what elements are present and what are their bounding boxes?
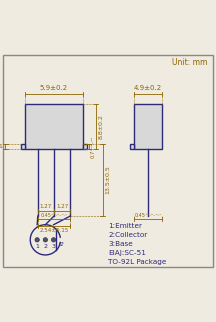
Text: 0.7±0.1: 0.7±0.1	[0, 144, 3, 149]
Text: 3: 3	[52, 244, 56, 249]
Text: 1.27: 1.27	[56, 204, 68, 209]
Text: 4.9±0.2: 4.9±0.2	[134, 85, 162, 91]
Circle shape	[51, 238, 56, 242]
Text: TO-92L Package: TO-92L Package	[108, 259, 166, 265]
Text: 5.9±0.2: 5.9±0.2	[40, 85, 68, 91]
Text: 2.54±0.15: 2.54±0.15	[39, 228, 69, 233]
Text: 2:Collector: 2:Collector	[108, 232, 147, 238]
Text: r2: r2	[58, 242, 64, 247]
Circle shape	[35, 238, 39, 242]
Text: Unit: mm: Unit: mm	[172, 58, 207, 67]
Text: 1.27: 1.27	[40, 204, 52, 209]
Text: 1:Emitter: 1:Emitter	[108, 223, 142, 229]
Bar	[130, 144, 134, 149]
Text: EIAJ:SC-51: EIAJ:SC-51	[108, 250, 146, 256]
Text: 2: 2	[43, 244, 47, 249]
Text: 0.45⁺⁰·³₋⁰·¹: 0.45⁺⁰·³₋⁰·¹	[134, 213, 161, 218]
Text: 0.45⁺⁰·³₋⁰·¹: 0.45⁺⁰·³₋⁰·¹	[41, 213, 67, 218]
Text: 13.5±0.5: 13.5±0.5	[105, 166, 110, 194]
Text: 0.7⁺⁰³₋⁰³: 0.7⁺⁰³₋⁰³	[91, 135, 96, 157]
Text: 3:Base: 3:Base	[108, 241, 133, 247]
Bar	[134, 104, 162, 149]
Bar	[83, 144, 87, 149]
Circle shape	[43, 238, 48, 242]
Bar	[21, 144, 25, 149]
Text: 1: 1	[35, 244, 39, 249]
Text: 8.8±0.2: 8.8±0.2	[99, 114, 104, 139]
Bar	[25, 104, 83, 149]
